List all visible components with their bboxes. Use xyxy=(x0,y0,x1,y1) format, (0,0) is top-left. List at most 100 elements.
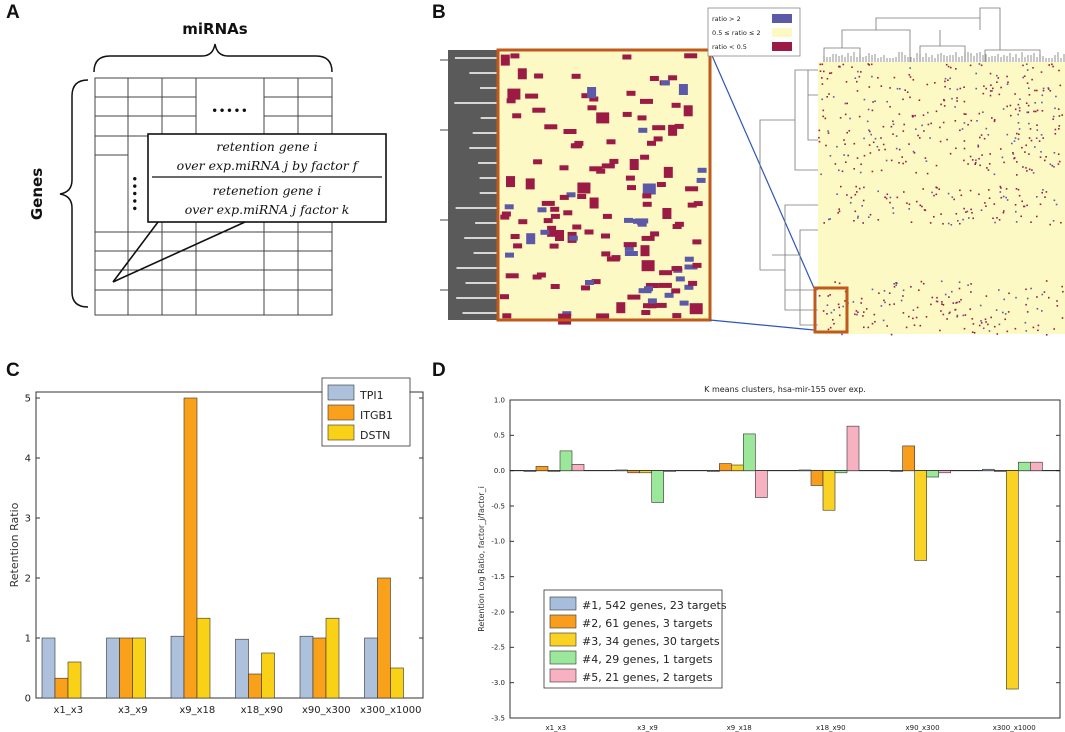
zoom-heatmap-cell xyxy=(541,200,555,206)
overall-heatmap-cell xyxy=(854,77,857,79)
bar-2-61-genes-3-targets-x90-x300 xyxy=(902,445,915,471)
zoom-heatmap-cell xyxy=(641,260,655,272)
overall-heatmap-cell xyxy=(1032,172,1035,174)
overall-heatmap-cell xyxy=(892,123,895,126)
y-tick-label: -0.5 xyxy=(491,502,505,510)
overall-heatmap-cell xyxy=(947,222,950,225)
overall-heatmap-cell xyxy=(1052,220,1055,222)
overall-heatmap-cell xyxy=(1028,122,1030,125)
zoom-heatmap-cell xyxy=(533,159,543,165)
overall-heatmap-cell xyxy=(1041,293,1044,296)
overall-heatmap-cell xyxy=(921,124,923,127)
overall-heatmap-cell xyxy=(993,203,996,205)
overall-heatmap-cell xyxy=(941,301,943,303)
overall-heatmap-cell xyxy=(822,115,824,118)
zoom-heatmap-cell xyxy=(637,115,647,121)
overall-heatmap-cell xyxy=(993,120,996,123)
x-tick-label-x18-x90: x18_x90 xyxy=(241,705,283,716)
zoom-heatmap-cell xyxy=(685,186,699,192)
overall-heatmap-cell xyxy=(892,133,894,135)
overall-heatmap-cell xyxy=(1018,133,1020,136)
overall-heatmap-cell xyxy=(1036,308,1039,310)
overall-heatmap-cell xyxy=(849,117,851,120)
overall-heatmap-cell xyxy=(827,295,830,297)
overall-heatmap-cell xyxy=(1033,110,1035,113)
overall-heatmap-cell xyxy=(939,140,942,143)
overall-heatmap-cell xyxy=(947,79,949,81)
overall-heatmap-cell xyxy=(963,122,966,124)
overall-heatmap-cell xyxy=(836,145,838,148)
overall-heatmap-cell xyxy=(825,144,827,147)
overall-heatmap-cell xyxy=(1022,166,1024,168)
overall-heatmap-cell xyxy=(913,152,916,154)
overall-heatmap-cell xyxy=(994,325,996,328)
overall-heatmap-cell xyxy=(1014,137,1017,139)
overall-heatmap-cell xyxy=(1045,280,1048,282)
bar-5-21-genes-2-targets-x300-x1000 xyxy=(1030,461,1043,471)
overall-heatmap-cell xyxy=(1010,114,1012,117)
overall-heatmap-cell xyxy=(960,194,963,197)
overall-heatmap-cell xyxy=(976,120,978,122)
overall-heatmap-cell xyxy=(916,200,918,203)
y-tick-label: -3.0 xyxy=(491,679,505,687)
zoom-heatmap-cell xyxy=(650,231,660,237)
overall-heatmap-cell xyxy=(958,281,961,283)
overall-heatmap-cell xyxy=(956,315,958,318)
overall-heatmap-cell xyxy=(994,221,996,224)
overall-heatmap-cell xyxy=(1041,101,1043,104)
overall-heatmap-cell xyxy=(1014,204,1017,206)
mirnas-brace xyxy=(93,43,333,73)
zoom-heatmap-cell xyxy=(550,284,560,289)
overall-heatmap-cell xyxy=(870,133,872,136)
zoom-heatmap-cell xyxy=(652,125,666,131)
overall-heatmap-cell xyxy=(829,326,832,329)
legend-swatch-dstn xyxy=(327,424,355,441)
overall-heatmap xyxy=(818,62,1065,336)
overall-heatmap-cell xyxy=(850,196,853,199)
x-tick-label-x18-x90: x18_x90 xyxy=(816,724,846,732)
overall-heatmap-cell xyxy=(880,137,882,139)
overall-heatmap-cell xyxy=(929,137,931,139)
overall-heatmap-cell xyxy=(963,86,965,88)
overall-heatmap-cell xyxy=(1040,134,1043,136)
overall-heatmap-cell xyxy=(844,300,846,302)
overall-heatmap-cell xyxy=(969,155,972,158)
overall-heatmap-cell xyxy=(888,303,891,306)
overall-heatmap-cell xyxy=(1044,159,1046,162)
zoom-heatmap-cell xyxy=(671,288,681,294)
overall-heatmap-cell xyxy=(819,63,822,66)
zoom-heatmap-cell xyxy=(693,201,703,207)
overall-heatmap-cell xyxy=(902,312,905,314)
overall-heatmap-cell xyxy=(925,160,928,162)
overall-heatmap-cell xyxy=(963,100,966,103)
zoom-heatmap-cell xyxy=(534,73,544,79)
overall-heatmap-cell xyxy=(871,288,874,291)
zoom-heatmap-cell xyxy=(577,182,591,194)
legend-swatch-mid xyxy=(772,28,792,37)
overall-heatmap-cell xyxy=(1038,140,1041,142)
overall-heatmap-cell xyxy=(885,197,888,200)
overall-heatmap-cell xyxy=(884,301,886,304)
overall-heatmap-cell xyxy=(985,127,988,130)
overall-heatmap-cell xyxy=(1045,334,1048,336)
overall-heatmap-cell xyxy=(874,100,876,102)
zoom-heatmap-cell xyxy=(644,286,653,292)
zoom-heatmap-cell xyxy=(563,210,573,216)
overall-heatmap-cell xyxy=(977,144,979,147)
zoom-heatmap-cell xyxy=(638,127,648,133)
overall-heatmap-cell xyxy=(868,144,871,146)
overall-heatmap-cell xyxy=(1020,215,1022,218)
zoom-heatmap-cell xyxy=(671,102,681,108)
overall-heatmap-cell xyxy=(1049,163,1052,166)
panel-letter-b: B xyxy=(432,2,446,23)
overall-heatmap-cell xyxy=(841,170,844,173)
y-tick-label: 4 xyxy=(25,453,31,464)
zoom-heatmap-cell xyxy=(653,136,663,142)
zoom-heatmap-cell xyxy=(660,80,670,86)
overall-heatmap-cell xyxy=(1018,128,1021,130)
overall-heatmap-cell xyxy=(1016,132,1018,135)
overall-heatmap-cell xyxy=(884,196,886,198)
chart-c: 0 1 2 3 4 5 x1_x3 x3_x9 x9_x18 x18_x90 x90_x300 x30… xyxy=(8,377,424,716)
overall-heatmap-cell xyxy=(872,141,875,144)
overall-heatmap-cell xyxy=(1039,156,1042,158)
